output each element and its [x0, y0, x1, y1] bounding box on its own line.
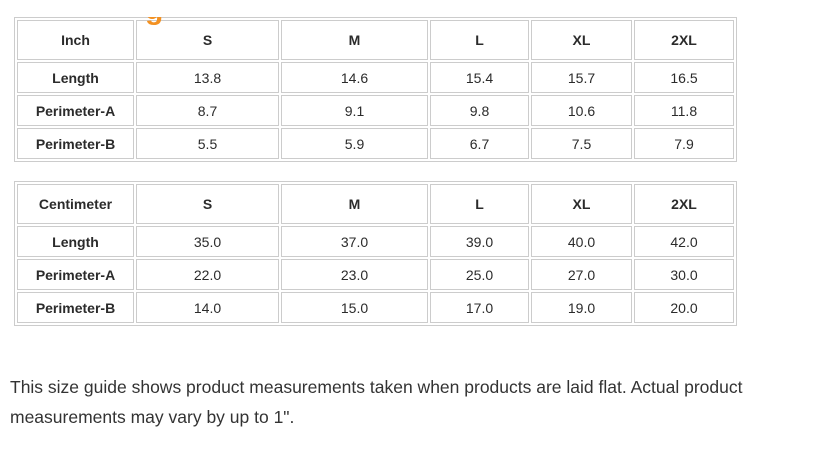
size-header-cell-l: L — [430, 20, 529, 60]
value-cell: 15.4 — [430, 62, 529, 93]
heading-fragment-glyph: g — [145, 17, 165, 25]
value-cell: 5.9 — [281, 128, 428, 159]
size-header-cell-m: M — [281, 184, 428, 224]
value-cell: 16.5 — [634, 62, 734, 93]
size-header-cell-m: M — [281, 20, 428, 60]
table-row-perimeter-b: Perimeter-B 14.0 15.0 17.0 19.0 20.0 — [17, 292, 734, 323]
inch-table-header-row: Inch S M L XL 2XL — [17, 20, 734, 60]
value-cell: 8.7 — [136, 95, 279, 126]
table-row-perimeter-a: Perimeter-A 22.0 23.0 25.0 27.0 30.0 — [17, 259, 734, 290]
table-row-length: Length 13.8 14.6 15.4 15.7 16.5 — [17, 62, 734, 93]
value-cell: 39.0 — [430, 226, 529, 257]
size-header-cell-l: L — [430, 184, 529, 224]
value-cell: 23.0 — [281, 259, 428, 290]
value-cell: 14.6 — [281, 62, 428, 93]
value-cell: 11.8 — [634, 95, 734, 126]
unit-header-cell: Inch — [17, 20, 134, 60]
value-cell: 13.8 — [136, 62, 279, 93]
row-label-cell: Length — [17, 226, 134, 257]
value-cell: 25.0 — [430, 259, 529, 290]
value-cell: 10.6 — [531, 95, 632, 126]
table-row-perimeter-b: Perimeter-B 5.5 5.9 6.7 7.5 7.9 — [17, 128, 734, 159]
size-header-cell-s: S — [136, 184, 279, 224]
row-label-cell: Perimeter-B — [17, 128, 134, 159]
size-header-cell-xl: XL — [531, 184, 632, 224]
value-cell: 19.0 — [531, 292, 632, 323]
value-cell: 22.0 — [136, 259, 279, 290]
row-label-cell: Perimeter-B — [17, 292, 134, 323]
value-cell: 17.0 — [430, 292, 529, 323]
value-cell: 6.7 — [430, 128, 529, 159]
value-cell: 5.5 — [136, 128, 279, 159]
value-cell: 42.0 — [634, 226, 734, 257]
value-cell: 7.9 — [634, 128, 734, 159]
value-cell: 27.0 — [531, 259, 632, 290]
value-cell: 35.0 — [136, 226, 279, 257]
value-cell: 15.0 — [281, 292, 428, 323]
size-guide-disclaimer: This size guide shows product measuremen… — [10, 377, 743, 427]
row-label-cell: Perimeter-A — [17, 95, 134, 126]
size-header-cell-xl: XL — [531, 20, 632, 60]
value-cell: 9.8 — [430, 95, 529, 126]
cropped-heading-fragment: g — [145, 17, 165, 25]
value-cell: 40.0 — [531, 226, 632, 257]
unit-header-cell: Centimeter — [17, 184, 134, 224]
value-cell: 20.0 — [634, 292, 734, 323]
table-row-length: Length 35.0 37.0 39.0 40.0 42.0 — [17, 226, 734, 257]
size-header-cell-2xl: 2XL — [634, 184, 734, 224]
centimeter-size-table: Centimeter S M L XL 2XL Length 35.0 37.0… — [14, 181, 737, 326]
value-cell: 7.5 — [531, 128, 632, 159]
inch-size-table: Inch S M L XL 2XL Length 13.8 14.6 15.4 … — [14, 17, 737, 162]
row-label-cell: Perimeter-A — [17, 259, 134, 290]
size-header-cell-2xl: 2XL — [634, 20, 734, 60]
value-cell: 37.0 — [281, 226, 428, 257]
value-cell: 15.7 — [531, 62, 632, 93]
value-cell: 9.1 — [281, 95, 428, 126]
size-header-cell-s: S — [136, 20, 279, 60]
value-cell: 30.0 — [634, 259, 734, 290]
table-row-perimeter-a: Perimeter-A 8.7 9.1 9.8 10.6 11.8 — [17, 95, 734, 126]
value-cell: 14.0 — [136, 292, 279, 323]
centimeter-table-header-row: Centimeter S M L XL 2XL — [17, 184, 734, 224]
row-label-cell: Length — [17, 62, 134, 93]
